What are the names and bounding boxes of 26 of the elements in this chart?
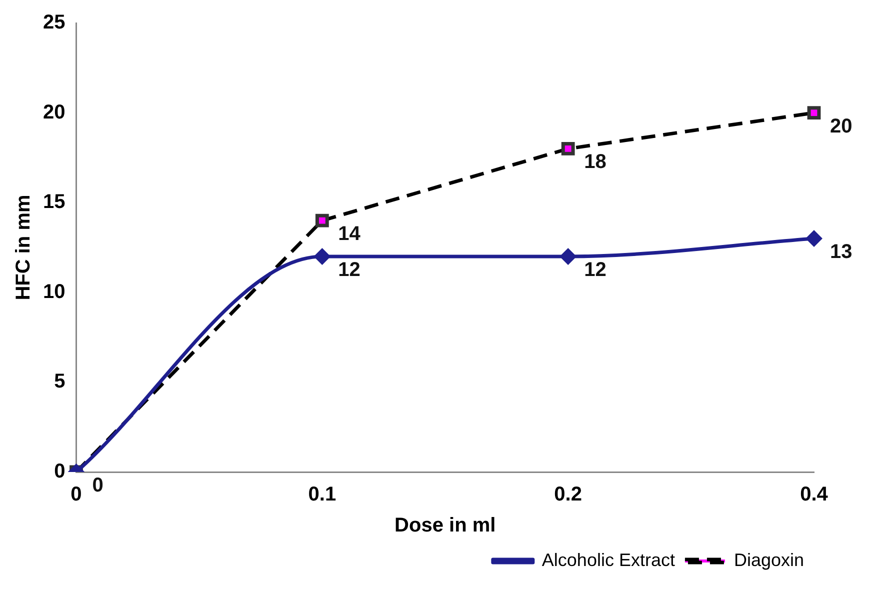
- legend-label: Diagoxin: [734, 550, 804, 570]
- data-label: 14: [338, 223, 362, 246]
- x-tick-label: 0.1: [308, 484, 336, 506]
- point: [806, 230, 822, 246]
- y-tick-label: 20: [42, 101, 66, 124]
- x-tick-label: 0.4: [800, 484, 829, 506]
- data-label: 12: [584, 258, 606, 281]
- y-tick-label: 5: [54, 370, 66, 393]
- x-axis-title: Dose in ml: [394, 514, 496, 537]
- legend-label: Alcoholic Extract: [542, 550, 675, 570]
- point: [560, 248, 576, 264]
- y-tick-label: 15: [42, 191, 66, 214]
- data-label: 12: [338, 258, 360, 281]
- y-tick-label: 0: [54, 460, 66, 483]
- y-tick-label: 25: [42, 12, 66, 34]
- x-tick-label: 0: [70, 484, 82, 506]
- data-label: 20: [830, 115, 852, 138]
- point: [561, 142, 575, 156]
- data-label: 13: [830, 241, 852, 264]
- y-tick-label: 10: [42, 280, 66, 303]
- point: [314, 248, 330, 264]
- point: [315, 214, 329, 228]
- y-axis-title: HFC in mm: [12, 194, 35, 300]
- point: [807, 106, 821, 120]
- data-label: 18: [584, 151, 606, 174]
- x-tick-label: 0.2: [554, 484, 582, 506]
